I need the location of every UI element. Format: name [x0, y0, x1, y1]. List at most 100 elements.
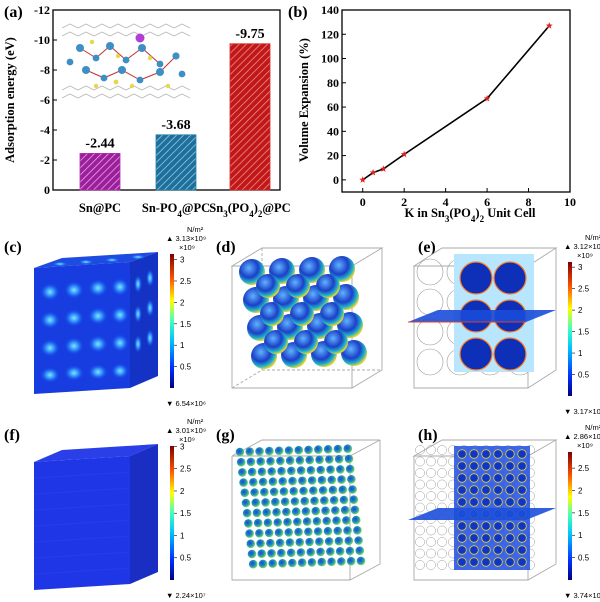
colorbar-tick-label: 3 — [180, 442, 185, 451]
bar — [229, 43, 271, 191]
small-sphere — [305, 455, 315, 465]
small-sphere — [344, 536, 354, 546]
small-sphere — [238, 468, 247, 477]
x-category-label: Sn3(PO4)2@PC — [209, 201, 290, 219]
bars — [79, 43, 271, 191]
small-sphere — [296, 466, 306, 475]
colorbar-tick-label: 0.5 — [578, 554, 590, 563]
small-sphere — [305, 537, 314, 547]
small-sphere — [286, 548, 296, 558]
panel-e-cross-section-stress: (e) — [408, 239, 558, 389]
cross-section-disc — [493, 545, 503, 555]
y-tick-label: 20 — [327, 149, 339, 163]
cross-section-disc — [493, 337, 527, 371]
colorbar-unit: N/m² — [187, 417, 204, 426]
x-tick-label: 4 — [443, 195, 449, 209]
sphere — [320, 302, 344, 326]
y-axis-ticks: 0 20 40 60 80 100 120 140 — [321, 3, 346, 187]
small-sphere — [242, 508, 252, 518]
small-sphere — [307, 476, 317, 485]
small-sphere — [245, 447, 255, 457]
small-sphere — [336, 465, 345, 474]
y-axis-ticks: 0 -2 -4 -6 -8 -10 -12 — [34, 3, 57, 197]
y-axis-label: Volume Expansion (%) — [297, 38, 311, 162]
small-sphere — [343, 526, 352, 535]
small-sphere — [320, 496, 329, 505]
small-sphere — [244, 519, 253, 528]
cross-section-disc — [481, 533, 491, 543]
cross-section-disc — [481, 557, 491, 567]
colorbar-exponent: ×10⁹ — [577, 251, 593, 260]
cross-section-disc — [493, 461, 503, 471]
cross-section-disc — [469, 545, 479, 555]
small-sphere — [235, 447, 245, 457]
small-sphere — [275, 538, 285, 548]
small-sphere — [269, 487, 279, 497]
small-sphere — [321, 506, 330, 516]
small-sphere — [356, 556, 366, 566]
bar-value-labels: -2.44 -3.68 -9.75 — [85, 27, 264, 152]
cross-section-disc — [517, 533, 527, 543]
small-sphere — [324, 537, 334, 546]
colorbar-unit: N/m² — [187, 225, 204, 234]
small-sphere — [266, 538, 275, 548]
bar — [79, 152, 121, 191]
colorbar-tick-label: 1 — [578, 531, 583, 540]
small-sphere — [283, 517, 292, 527]
cross-section-disc — [493, 473, 503, 483]
small-sphere — [236, 457, 246, 467]
small-sphere — [318, 486, 328, 495]
small-sphere — [345, 464, 355, 474]
small-sphere — [349, 495, 359, 505]
small-sphere — [326, 547, 335, 556]
cross-section-disc — [457, 521, 467, 531]
cross-section-disc — [493, 497, 503, 507]
panel-label-a: (a) — [4, 4, 23, 21]
small-sphere — [260, 487, 269, 497]
data-point-star — [483, 94, 491, 102]
small-sphere — [257, 467, 267, 477]
cross-section-disc — [457, 473, 467, 483]
small-sphere — [316, 547, 325, 557]
small-sphere — [334, 536, 344, 546]
colorbar-max: ▲ 3.12×10⁹ — [564, 242, 600, 251]
x-category-label: Sn@PC — [79, 201, 121, 215]
y-tick-label: 60 — [327, 100, 339, 114]
x-axis-category-labels: Sn@PC Sn-PO4@PC Sn3(PO4)2@PC — [79, 201, 291, 219]
y-tick-label: 120 — [321, 27, 339, 41]
colorbar-tick-label: 2 — [180, 487, 185, 496]
sphere-outline — [415, 491, 425, 501]
small-sphere — [273, 518, 283, 527]
small-sphere — [329, 496, 339, 505]
small-sphere — [307, 558, 317, 567]
small-sphere — [264, 528, 274, 538]
small-sphere — [265, 446, 274, 456]
panel-h-cross-section-stress: (h) — [408, 427, 558, 581]
bar-value-label: -2.44 — [85, 136, 114, 151]
colorbar-tick-label: 1.5 — [180, 509, 192, 518]
panel-label-f: (f) — [4, 427, 20, 444]
cross-section-disc — [457, 461, 467, 471]
small-sphere — [290, 497, 300, 506]
small-sphere — [271, 497, 280, 507]
data-point-star — [400, 150, 408, 158]
x-tick-label: 10 — [564, 195, 576, 209]
sphere — [256, 274, 280, 298]
small-sphere — [289, 487, 299, 496]
bar-value-label: -9.75 — [235, 27, 264, 42]
sphere — [286, 274, 310, 298]
small-sphere — [240, 488, 250, 498]
cross-section-disc — [457, 497, 467, 507]
small-sphere — [295, 456, 305, 465]
colorbar-tick-label: 0.5 — [578, 371, 590, 380]
y-tick-label: 100 — [321, 52, 339, 66]
small-sphere — [285, 456, 295, 466]
small-sphere — [255, 447, 264, 456]
small-sphere — [261, 498, 270, 507]
small-sphere — [346, 556, 356, 566]
sphere-outline — [416, 318, 444, 346]
small-sphere — [337, 475, 346, 484]
cross-section-disc — [481, 521, 491, 531]
sphere — [316, 274, 340, 298]
cross-section-disc — [517, 557, 527, 567]
